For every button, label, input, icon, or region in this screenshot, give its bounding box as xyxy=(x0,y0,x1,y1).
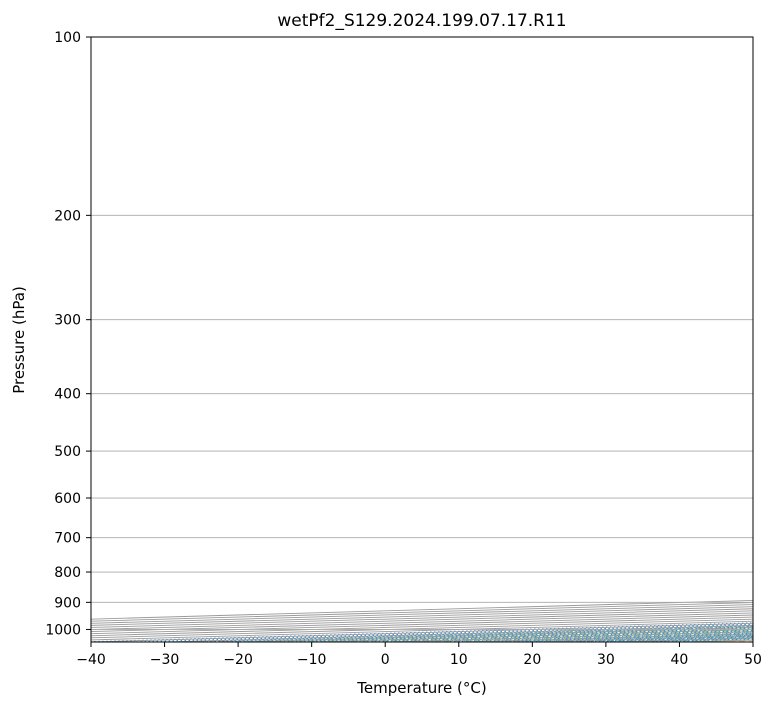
x-tick-label: 30 xyxy=(597,652,615,668)
x-tick-label: −10 xyxy=(297,652,327,668)
x-tick-label: 40 xyxy=(671,652,689,668)
plot-background xyxy=(91,37,753,642)
y-tick-label: 100 xyxy=(54,30,81,46)
isobars xyxy=(91,37,753,630)
x-tick-label: 10 xyxy=(450,652,468,668)
x-tick-label: −40 xyxy=(76,652,106,668)
y-tick-label: 600 xyxy=(54,491,81,507)
y-axis-ticks: 100 200 300 400 500 600 700 800 900 1000 xyxy=(45,30,91,638)
y-tick-label: 300 xyxy=(54,313,81,329)
x-tick-label: −20 xyxy=(223,652,253,668)
x-tick-label: −30 xyxy=(150,652,180,668)
plot-frame xyxy=(90,36,754,643)
x-tick-label: 0 xyxy=(381,652,390,668)
y-tick-label: 400 xyxy=(54,387,81,403)
y-tick-label: 500 xyxy=(54,444,81,460)
x-axis-ticks: −40 −30 −20 −10 0 10 20 30 40 50 xyxy=(76,642,762,668)
y-tick-label: 1000 xyxy=(45,622,81,638)
chart-title: wetPf2_S129.2024.199.07.17.R11 xyxy=(277,11,566,31)
y-tick-label: 200 xyxy=(54,208,81,224)
x-axis-label: Temperature (°C) xyxy=(356,679,486,697)
x-tick-label: 20 xyxy=(523,652,541,668)
y-tick-label: 800 xyxy=(54,565,81,581)
y-axis-label: Pressure (hPa) xyxy=(10,286,28,394)
y-tick-label: 900 xyxy=(54,595,81,611)
x-tick-label: 50 xyxy=(744,652,762,668)
y-tick-label: 700 xyxy=(54,531,81,547)
